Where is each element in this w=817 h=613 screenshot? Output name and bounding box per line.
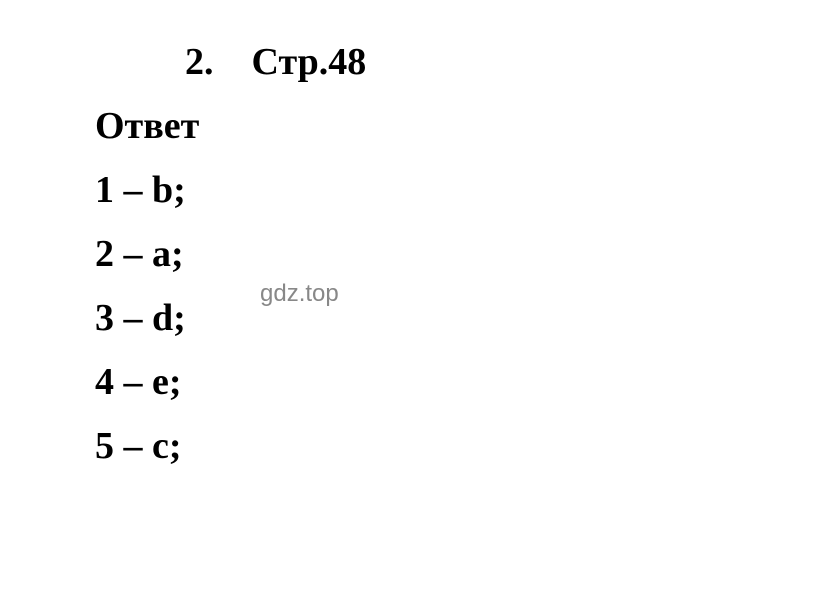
answer-dash: – [114, 169, 152, 211]
header-line: 2. Стр.48 [95, 40, 817, 84]
answer-num: 4 [95, 361, 114, 403]
answer-num: 1 [95, 169, 114, 211]
answer-num: 3 [95, 297, 114, 339]
answer-end: ; [169, 361, 182, 403]
answer-end: ; [171, 233, 184, 275]
answer-letter: b [152, 169, 173, 211]
answer-item: 2 – a; [95, 232, 817, 276]
answer-end: ; [169, 425, 182, 467]
header-page: Стр.48 [252, 41, 367, 83]
answer-letter: e [152, 361, 169, 403]
answer-item: 4 – e; [95, 360, 817, 404]
answer-item: 1 – b; [95, 168, 817, 212]
header-number: 2. [185, 41, 214, 83]
answer-end: ; [173, 297, 186, 339]
answer-letter: a [152, 233, 171, 275]
answer-dash: – [114, 361, 152, 403]
answer-letter: d [152, 297, 173, 339]
answer-dash: – [114, 233, 152, 275]
watermark-text: gdz.top [260, 280, 339, 308]
answer-item: 3 – d; [95, 296, 817, 340]
answer-end: ; [173, 169, 186, 211]
answer-dash: – [114, 425, 152, 467]
answer-num: 2 [95, 233, 114, 275]
answer-item: 5 – c; [95, 424, 817, 468]
answer-dash: – [114, 297, 152, 339]
answer-letter: c [152, 425, 169, 467]
answer-label: Ответ [95, 104, 817, 148]
answer-num: 5 [95, 425, 114, 467]
